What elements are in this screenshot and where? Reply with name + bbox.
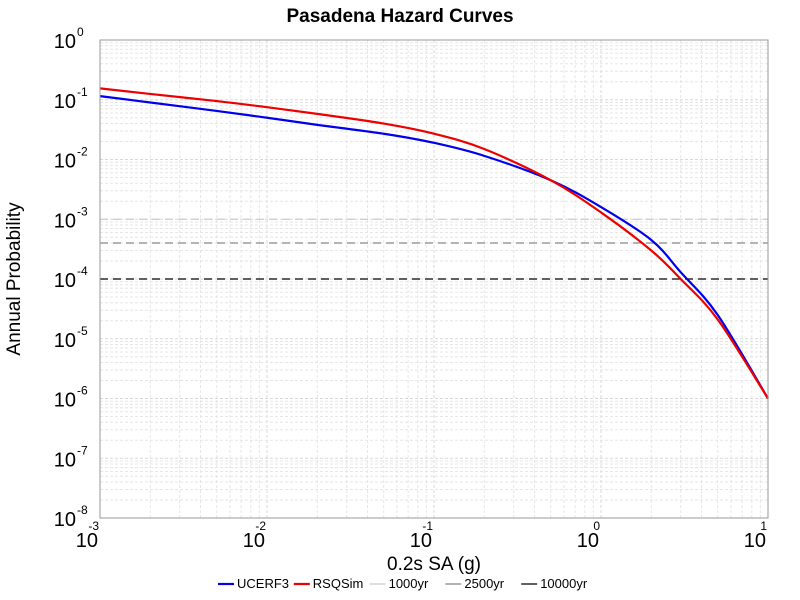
x-tick-label: 10-3 [76, 519, 100, 552]
x-tick-base: 10 [243, 530, 265, 552]
y-tick-base: 10 [54, 449, 76, 471]
y-tick-label: 10 -3 [54, 204, 88, 232]
x-tick-base: 10 [744, 530, 766, 552]
x-tick-label: 10-1 [410, 519, 434, 552]
y-tick-exponent: -1 [77, 85, 88, 99]
y-tick-label: 10 -1 [54, 85, 88, 113]
legend-label: 1000yr [389, 576, 429, 591]
legend-label: RSQSim [313, 576, 364, 591]
y-tick-label: 10 -5 [54, 324, 88, 352]
y-tick-base: 10 [54, 210, 76, 232]
y-axis-label: Annual Probability [4, 202, 25, 356]
legend-item-ucerf3: UCERF3 [218, 576, 289, 591]
series-line-ucerf3 [99, 95, 769, 400]
y-tick-exponent: 0 [77, 25, 84, 39]
y-tick-base: 10 [54, 31, 76, 53]
y-tick-base: 10 [54, 390, 76, 412]
series-line-rsqsim [99, 87, 769, 400]
x-tick-label: 101 [744, 519, 768, 552]
series-lines [99, 87, 769, 400]
y-tick-label: 10 -2 [54, 145, 88, 173]
legend-item-1000yr: 1000yr [369, 576, 429, 591]
y-tick-exponent: -8 [77, 503, 88, 517]
x-tick-base: 10 [577, 530, 599, 552]
y-tick-exponent: -5 [77, 324, 88, 338]
y-tick-label: 10 -7 [54, 443, 88, 471]
legend-label: 10000yr [540, 576, 588, 591]
x-axis-label: 0.2s SA (g) [387, 554, 481, 575]
y-tick-exponent: -2 [77, 145, 88, 159]
legend-item-rsqsim: RSQSim [293, 576, 364, 591]
y-tick-label: 10 -6 [54, 384, 88, 412]
x-tick-exponent: -1 [422, 519, 433, 533]
chart-title: Pasadena Hazard Curves [286, 6, 513, 27]
x-tick-label: 10-2 [243, 519, 267, 552]
y-tick-label: 10 -8 [54, 503, 88, 531]
legend-item-10000yr: 10000yr [521, 576, 588, 591]
y-tick-exponent: -4 [77, 264, 88, 278]
y-tick-base: 10 [54, 151, 76, 173]
legend-item-2500yr: 2500yr [445, 576, 505, 591]
x-tick-base: 10 [76, 530, 98, 552]
x-tick-exponent: -3 [88, 519, 99, 533]
y-tick-base: 10 [54, 330, 76, 352]
legend-label: 2500yr [464, 576, 504, 591]
y-tick-exponent: -6 [77, 384, 88, 398]
legend: UCERF3 RSQSim 1000yr 2500yr 10000yr [218, 576, 588, 591]
x-tick-exponent: 0 [593, 519, 600, 533]
y-tick-label: 10 -4 [54, 264, 88, 292]
legend-label: UCERF3 [237, 576, 289, 591]
reference-lines [100, 218, 768, 280]
y-tick-base: 10 [54, 270, 76, 292]
y-tick-base: 10 [54, 509, 76, 531]
x-tick-base: 10 [410, 530, 432, 552]
x-tick-exponent: -2 [255, 519, 266, 533]
grid-lines [100, 40, 768, 518]
y-tick-base: 10 [54, 91, 76, 113]
x-tick-label: 100 [577, 519, 601, 552]
x-tick-exponent: 1 [760, 519, 767, 533]
plot-frame [99, 39, 769, 519]
y-tick-exponent: -7 [77, 443, 88, 457]
y-tick-label: 10 0 [54, 25, 84, 53]
y-tick-exponent: -3 [77, 204, 88, 218]
